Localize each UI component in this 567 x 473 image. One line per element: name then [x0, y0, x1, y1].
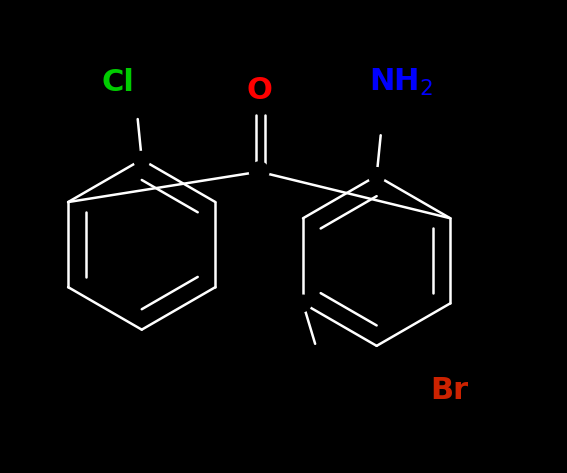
- Circle shape: [134, 151, 150, 167]
- Text: Br: Br: [430, 376, 468, 405]
- Text: O: O: [246, 76, 272, 105]
- Circle shape: [295, 295, 311, 311]
- Circle shape: [249, 162, 269, 182]
- Text: Cl: Cl: [101, 68, 134, 97]
- Text: NH$_2$: NH$_2$: [369, 67, 433, 98]
- Circle shape: [369, 167, 385, 184]
